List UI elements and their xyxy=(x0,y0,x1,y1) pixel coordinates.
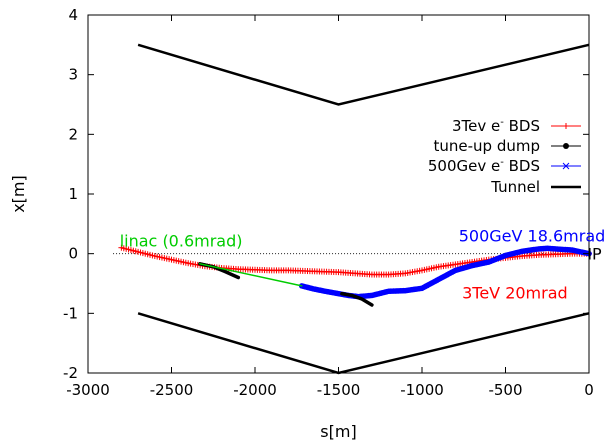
legend: 3Tev e- BDS tune-up dump 500Gev e- BDS Tunn… xyxy=(428,117,581,196)
annotation-label: 3TeV 20mrad xyxy=(462,283,568,302)
ticks-layer: -3000 -2500 -2000 -1500 -1000 -500 0 -2 -1 0 1 2 3 4 xyxy=(63,6,594,399)
x-axis-label: s[m] xyxy=(320,422,356,441)
y-tick-label: 1 xyxy=(68,185,78,203)
x-tick-label: -500 xyxy=(488,381,522,399)
x-tick-label: -2000 xyxy=(233,381,277,399)
series-line xyxy=(340,291,374,307)
y-tick-label: -1 xyxy=(63,304,78,322)
annotation-label: IP xyxy=(587,245,602,264)
y-tick-label: 2 xyxy=(68,125,78,143)
legend-label: tune-up dump xyxy=(434,137,541,155)
series-line xyxy=(199,263,303,287)
legend-label: 500Gev e- BDS xyxy=(428,157,540,175)
x-tick-label: 0 xyxy=(584,381,594,399)
legend-marker xyxy=(563,143,569,149)
x-tick-label: -1000 xyxy=(400,381,444,399)
x-tick-label: -1500 xyxy=(317,381,361,399)
y-tick-label: 4 xyxy=(68,6,78,24)
legend-label: 3Tev e- BDS xyxy=(452,117,540,135)
y-axis-label: x[m] xyxy=(9,175,28,213)
x-tick-label: -3000 xyxy=(66,381,110,399)
series-layer xyxy=(118,244,592,307)
x-tick-label: -2500 xyxy=(150,381,194,399)
tunnel-wall xyxy=(137,43,590,106)
legend-label: Tunnel xyxy=(490,178,540,196)
y-tick-label: 0 xyxy=(68,245,78,263)
y-tick-label: 3 xyxy=(68,66,78,84)
annotation-label: 500GeV 18.6mrad xyxy=(459,227,605,246)
y-tick-label: -2 xyxy=(63,364,78,382)
annotation-label: linac (0.6mrad) xyxy=(120,232,243,251)
